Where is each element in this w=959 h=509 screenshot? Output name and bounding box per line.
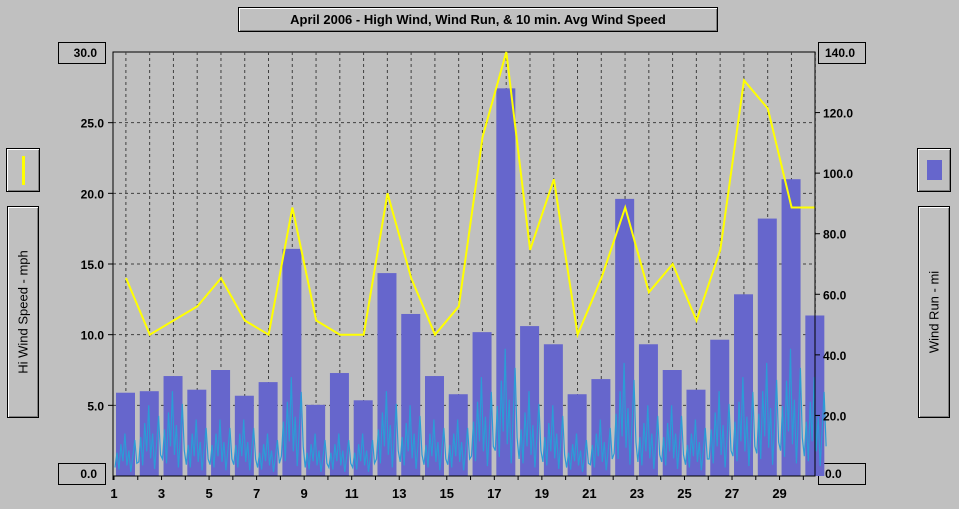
right-axis-tick-label: 100.0 bbox=[823, 167, 853, 181]
left-axis-tick-label: 20.0 bbox=[81, 187, 105, 201]
left-axis-min-label: 0.0 bbox=[58, 463, 106, 485]
x-axis-tick-label: 17 bbox=[487, 486, 501, 501]
right-axis-tick-label: 120.0 bbox=[823, 107, 853, 121]
x-axis-tick-label: 11 bbox=[345, 486, 359, 501]
x-axis-tick-label: 7 bbox=[253, 486, 260, 501]
left-axis-tick-label: 15.0 bbox=[81, 258, 105, 272]
x-axis-tick-label: 19 bbox=[535, 486, 549, 501]
x-axis-tick-label: 3 bbox=[158, 486, 165, 501]
left-axis-tick-label: 25.0 bbox=[81, 117, 105, 131]
chart-title-box: April 2006 - High Wind, Wind Run, & 10 m… bbox=[238, 7, 718, 32]
right-axis-tick-label: 80.0 bbox=[823, 228, 847, 242]
x-axis-tick-label: 5 bbox=[205, 486, 212, 501]
chart-title: April 2006 - High Wind, Wind Run, & 10 m… bbox=[290, 12, 666, 27]
left-axis-tick-label: 5.0 bbox=[87, 399, 104, 413]
high-wind-legend-line bbox=[22, 156, 25, 185]
left-axis-tick-label: 10.0 bbox=[81, 329, 105, 343]
x-axis-tick-label: 15 bbox=[440, 486, 454, 501]
x-axis-tick-label: 13 bbox=[392, 486, 406, 501]
x-axis-tick-label: 25 bbox=[677, 486, 691, 501]
x-axis-tick-label: 9 bbox=[301, 486, 308, 501]
x-axis-tick-label: 1 bbox=[110, 486, 117, 501]
high-wind-line bbox=[125, 51, 816, 339]
x-axis-tick-label: 29 bbox=[772, 486, 786, 501]
legend-high-wind bbox=[6, 148, 40, 192]
right-axis-tick-label: 40.0 bbox=[823, 349, 847, 363]
x-axis-tick-label: 23 bbox=[630, 486, 644, 501]
right-axis-max-label: 140.0 bbox=[818, 42, 866, 64]
left-axis-title-box: Hi Wind Speed - mph bbox=[7, 206, 39, 418]
x-axis-tick-label: 21 bbox=[582, 486, 596, 501]
right-axis-tick-label: 60.0 bbox=[823, 288, 847, 302]
x-axis-tick-label: 27 bbox=[725, 486, 739, 501]
right-axis-tick-label: 20.0 bbox=[823, 409, 847, 423]
wind-run-legend-swatch bbox=[927, 160, 942, 180]
wind-run-bar bbox=[496, 88, 516, 476]
left-axis-max-label: 30.0 bbox=[58, 42, 106, 64]
right-axis-title-box: Wind Run - mi bbox=[918, 206, 950, 418]
legend-wind-run bbox=[917, 148, 951, 192]
avg-wind-speed-line bbox=[114, 348, 827, 472]
